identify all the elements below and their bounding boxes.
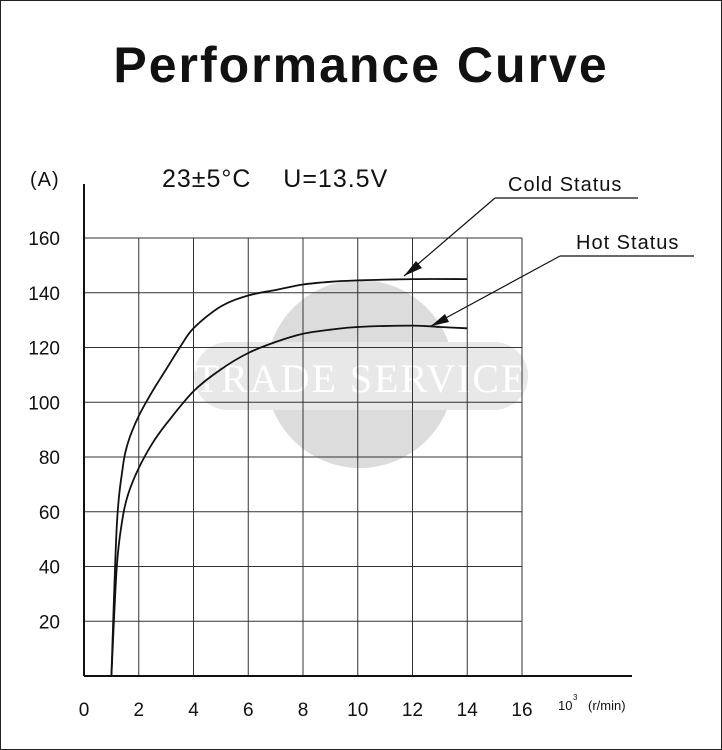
x-tick-label-4: 4	[188, 700, 199, 721]
y-tick-label-80: 80	[39, 448, 60, 469]
curves	[110, 278, 468, 677]
y-tick-label-160: 160	[28, 229, 60, 250]
y-tick-label-100: 100	[28, 393, 60, 414]
watermark-text: TRADE SERVICE	[195, 356, 528, 401]
hot-status-label: Hot Status	[576, 232, 679, 254]
y-tick-label-20: 20	[39, 612, 60, 633]
y-tick-label-40: 40	[39, 558, 60, 579]
hot-status-callout: Hot Status	[430, 232, 694, 327]
x-unit-power: 10	[558, 698, 572, 713]
x-tick-label-2: 2	[133, 700, 144, 721]
y-tick-label-60: 60	[39, 503, 60, 524]
test-conditions: 23±5°C U=13.5V	[162, 165, 388, 193]
y-tick-label-140: 140	[28, 284, 60, 305]
axes	[83, 184, 632, 677]
tick-labels: 0 2 4 6 8 10 12 14 16 20 40 60 80 100 120 140 160	[28, 229, 532, 721]
x-tick-label-8: 8	[298, 700, 309, 721]
series-line-hot-status	[110, 324, 468, 677]
x-tick-label-10: 10	[347, 700, 368, 721]
x-tick-label-0: 0	[79, 700, 90, 721]
x-axis-unit: 10 3 (r/min)	[558, 693, 626, 713]
y-axis-unit: (A)	[30, 169, 60, 191]
x-unit-suffix: (r/min)	[588, 698, 626, 713]
series-line-cold-status	[110, 278, 468, 677]
watermark: TRADE SERVICE	[194, 280, 528, 468]
chart-title: Performance Curve	[113, 37, 609, 93]
cold-status-label: Cold Status	[508, 174, 622, 196]
grid	[84, 237, 523, 676]
x-unit-exponent: 3	[573, 693, 578, 702]
x-tick-label-14: 14	[457, 700, 479, 721]
x-tick-label-12: 12	[402, 700, 423, 721]
x-tick-label-16: 16	[511, 700, 532, 721]
cold-status-callout: Cold Status	[403, 174, 638, 277]
x-tick-label-6: 6	[243, 700, 254, 721]
y-tick-label-120: 120	[28, 339, 60, 360]
